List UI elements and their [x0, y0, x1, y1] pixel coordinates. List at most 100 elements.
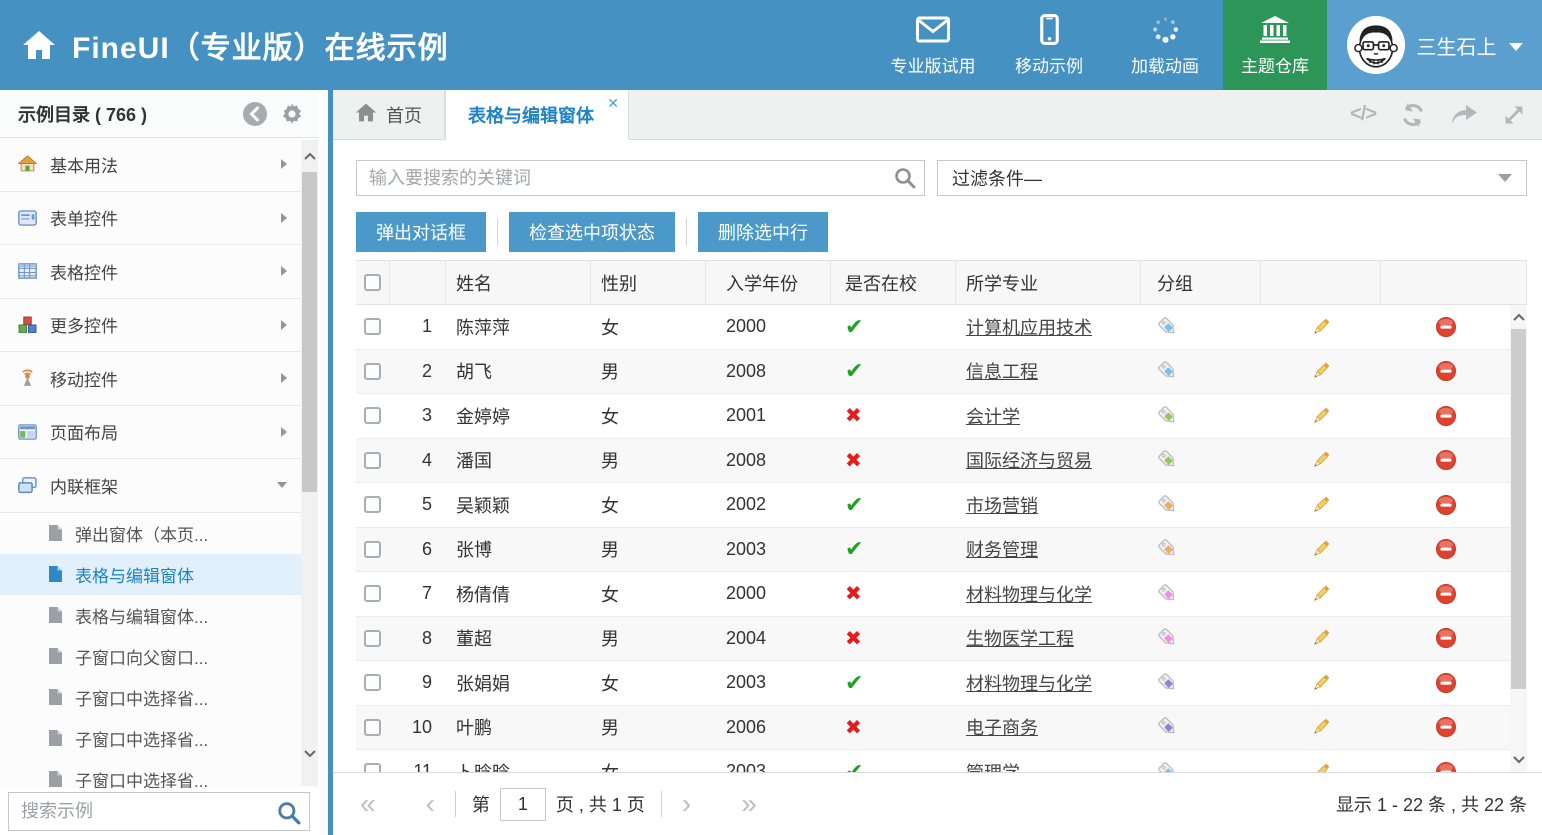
row-checkbox[interactable]	[364, 496, 381, 514]
row-checkbox[interactable]	[364, 407, 381, 425]
sidebar-item[interactable]: 内联框架	[0, 459, 318, 513]
sidebar-item[interactable]: 更多控件	[0, 299, 318, 352]
search-icon[interactable]	[894, 167, 916, 194]
sidebar-item[interactable]: 表单控件	[0, 192, 318, 245]
edit-icon[interactable]	[1261, 528, 1381, 572]
edit-icon[interactable]	[1261, 439, 1381, 483]
delete-icon[interactable]	[1381, 528, 1527, 572]
major-link[interactable]: 信息工程	[966, 362, 1038, 383]
sidebar-subitem[interactable]: 子窗口中选择省...	[0, 677, 318, 718]
row-checkbox[interactable]	[364, 451, 381, 469]
sidebar-item[interactable]: 移动控件	[0, 352, 318, 406]
sidebar-scrollbar[interactable]	[301, 140, 318, 786]
row-checkbox[interactable]	[364, 318, 381, 336]
user-menu[interactable]: 三生石上	[1327, 0, 1542, 90]
major-link[interactable]: 材料物理与化学	[966, 584, 1092, 605]
major-link[interactable]: 生物医学工程	[966, 629, 1074, 650]
search-icon[interactable]	[277, 801, 301, 830]
next-page-icon[interactable]: ›	[681, 788, 692, 819]
brand[interactable]: FineUI（专业版）在线示例	[0, 0, 875, 90]
edit-icon[interactable]	[1261, 483, 1381, 527]
scrollbar-thumb[interactable]	[1511, 329, 1526, 689]
cell-year: 2003	[726, 538, 767, 559]
row-checkbox[interactable]	[364, 629, 381, 647]
table-scrollbar[interactable]	[1510, 305, 1527, 772]
header-nav-item[interactable]: 移动示例	[991, 0, 1107, 90]
collapse-sidebar-icon[interactable]	[242, 101, 268, 127]
major-link[interactable]: 财务管理	[966, 540, 1038, 561]
sidebar-subitem[interactable]: 子窗口向父窗口...	[0, 636, 318, 677]
sidebar-search-input[interactable]	[9, 793, 309, 830]
scroll-up-icon[interactable]	[1510, 307, 1527, 327]
filter-dropdown[interactable]: 过滤条件—	[937, 160, 1527, 196]
scrollbar-thumb[interactable]	[302, 172, 317, 492]
sidebar-gap	[318, 90, 328, 835]
delete-icon[interactable]	[1381, 750, 1527, 772]
sidebar-item[interactable]: 表格控件	[0, 245, 318, 299]
edit-icon[interactable]	[1261, 661, 1381, 705]
row-checkbox[interactable]	[364, 674, 381, 692]
row-checkbox[interactable]	[364, 362, 381, 380]
major-link[interactable]: 会计学	[966, 406, 1020, 427]
sidebar-subitem[interactable]: 子窗口中选择省...	[0, 718, 318, 759]
delete-icon[interactable]	[1381, 661, 1527, 705]
action-button[interactable]: 弹出对话框	[356, 212, 486, 252]
avatar	[1346, 16, 1405, 74]
page-number-input[interactable]	[499, 787, 546, 821]
row-checkbox[interactable]	[364, 585, 381, 603]
sidebar-subitem[interactable]: 弹出窗体（本页...	[0, 513, 318, 554]
action-button[interactable]: 删除选中行	[698, 212, 828, 252]
major-link[interactable]: 材料物理与化学	[966, 673, 1092, 694]
major-link[interactable]: 管理学	[966, 759, 1020, 772]
edit-icon[interactable]	[1261, 350, 1381, 394]
edit-icon[interactable]	[1261, 706, 1381, 750]
edit-icon[interactable]	[1261, 617, 1381, 661]
refresh-icon[interactable]	[1400, 102, 1426, 128]
scroll-up-icon[interactable]	[301, 146, 318, 166]
major-link[interactable]: 市场营销	[966, 495, 1038, 516]
delete-icon[interactable]	[1381, 350, 1527, 394]
sidebar-subitem[interactable]: 子窗口中选择省...	[0, 759, 318, 788]
sidebar-item[interactable]: 页面布局	[0, 406, 318, 459]
forward-icon[interactable]	[1450, 103, 1478, 127]
scroll-down-icon[interactable]	[301, 744, 318, 764]
header-nav-item[interactable]: 主题仓库	[1223, 0, 1327, 90]
sidebar-item[interactable]: 基本用法	[0, 138, 318, 192]
sidebar-subitem[interactable]: 表格与编辑窗体	[0, 553, 318, 595]
major-link[interactable]: 国际经济与贸易	[966, 451, 1092, 472]
edit-icon[interactable]	[1261, 305, 1381, 349]
header-nav-item[interactable]: 加载动画	[1107, 0, 1223, 90]
delete-icon[interactable]	[1381, 617, 1527, 661]
layout-icon	[18, 423, 38, 441]
gear-icon[interactable]	[280, 102, 304, 126]
edit-icon[interactable]	[1261, 572, 1381, 616]
last-page-icon[interactable]: »	[741, 788, 757, 819]
major-link[interactable]: 电子商务	[966, 718, 1038, 739]
select-all-checkbox[interactable]	[364, 274, 381, 291]
keyword-search-input[interactable]	[356, 160, 925, 196]
first-page-icon[interactable]: «	[360, 788, 376, 819]
delete-icon[interactable]	[1381, 706, 1527, 750]
sidebar-subitem[interactable]: 表格与编辑窗体...	[0, 595, 318, 636]
row-checkbox[interactable]	[364, 763, 381, 772]
close-icon[interactable]: ✕	[607, 95, 619, 111]
action-button[interactable]: 检查选中项状态	[509, 212, 675, 252]
row-number: 4	[421, 449, 432, 470]
scroll-down-icon[interactable]	[1510, 750, 1527, 770]
delete-icon[interactable]	[1381, 439, 1527, 483]
delete-icon[interactable]	[1381, 394, 1527, 438]
tab-home[interactable]: 首页	[333, 90, 445, 139]
delete-icon[interactable]	[1381, 572, 1527, 616]
delete-icon[interactable]	[1381, 483, 1527, 527]
row-checkbox[interactable]	[364, 540, 381, 558]
delete-icon[interactable]	[1381, 305, 1527, 349]
tab-grid-window[interactable]: 表格与编辑窗体 ✕	[445, 90, 629, 140]
prev-page-icon[interactable]: ‹	[425, 788, 435, 819]
source-code-icon[interactable]: </>	[1350, 103, 1377, 125]
edit-icon[interactable]	[1261, 750, 1381, 772]
header-nav-item[interactable]: 专业版试用	[875, 0, 991, 90]
major-link[interactable]: 计算机应用技术	[966, 317, 1092, 338]
row-checkbox[interactable]	[364, 718, 381, 736]
expand-icon[interactable]	[1502, 103, 1526, 127]
edit-icon[interactable]	[1261, 394, 1381, 438]
